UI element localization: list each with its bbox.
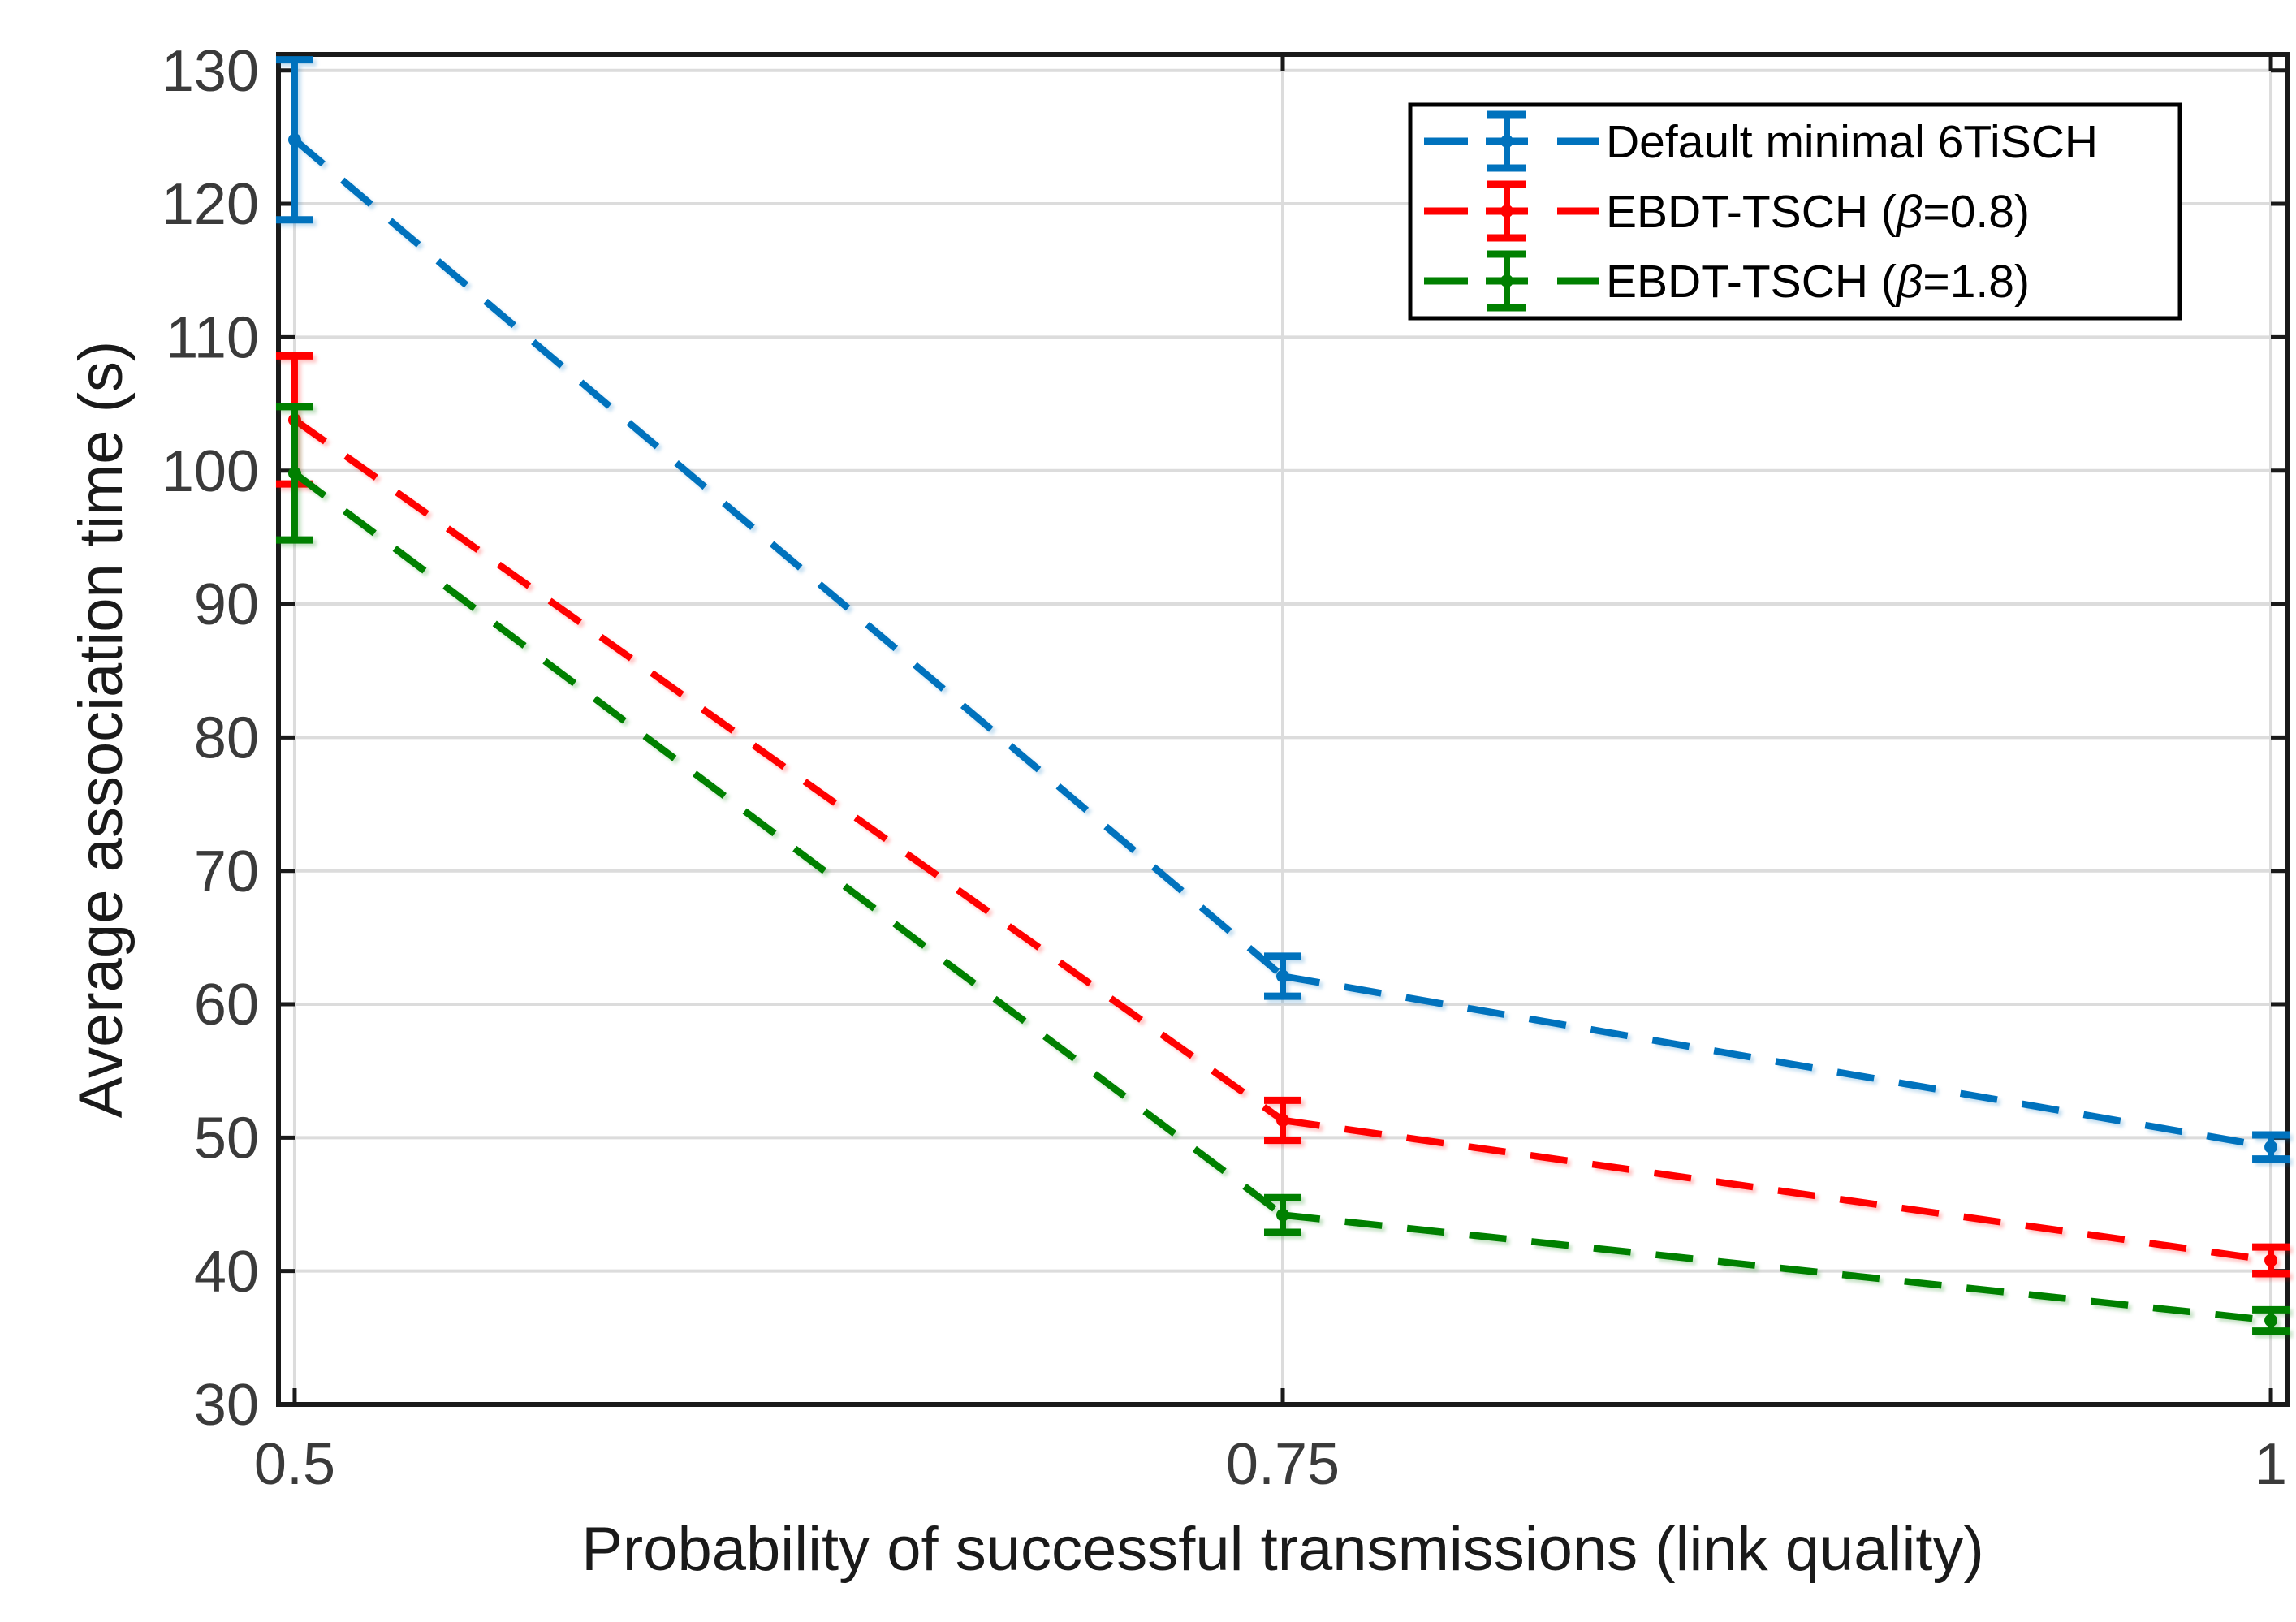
series-line-segment	[1282, 973, 2272, 1151]
y-tick-label-50: 50	[194, 1106, 259, 1171]
legend-marker	[1500, 274, 1513, 287]
data-point-marker	[287, 466, 301, 480]
data-point-marker	[1276, 969, 1289, 983]
y-tick-label-70: 70	[194, 839, 259, 904]
y-tick-label-80: 80	[194, 706, 259, 771]
legend-item-default-minimal-6tisch: Default minimal 6TiSCH	[1424, 110, 2098, 172]
x-axis-label: Probability of successful transmissions …	[581, 1515, 1984, 1584]
y-tick-label-120: 120	[162, 172, 259, 237]
data-point-marker	[2264, 1140, 2278, 1154]
y-tick-label-90: 90	[194, 572, 259, 637]
data-point-marker	[2264, 1314, 2278, 1327]
legend-label: EBDT-TSCH (β=0.8)	[1606, 186, 2030, 238]
y-tick-label-60: 60	[194, 973, 259, 1037]
errorbar-chart: 30 40 50 60 70 80 90 100 110 120 130 0.5 0.75 1 Probab…	[32, 13, 2296, 1609]
y-tick-label-130: 130	[162, 39, 259, 104]
data-point-marker	[287, 133, 301, 147]
y-axis-label: Average association time (s)	[67, 341, 136, 1118]
legend-item-ebdt-tsch-1-8: EBDT-TSCH (β=1.8)	[1424, 250, 2030, 312]
figure: 30 40 50 60 70 80 90 100 110 120 130 0.5 0.75 1 Probab…	[32, 13, 2296, 1609]
legend: Default minimal 6TiSCH EBDT-TSCH (β=0.8) E…	[1408, 102, 2182, 321]
legend-box	[1408, 102, 2182, 321]
y-tick-label-40: 40	[194, 1240, 259, 1305]
legend-marker	[1500, 135, 1513, 148]
ticks: 30 40 50 60 70 80 90 100 110 120 130 0.5 0.75 1	[162, 39, 2287, 1497]
series-line-segment	[292, 416, 1285, 1124]
x-tick-label-0.5: 0.5	[254, 1432, 335, 1497]
series-default-minimal-6tisch	[275, 56, 2290, 1163]
series-line-segment	[1282, 1116, 2272, 1264]
x-tick-label-1: 1	[2255, 1432, 2287, 1497]
data-point-marker	[1276, 1113, 1289, 1127]
series-line-segment	[292, 136, 1285, 979]
x-tick-label-0.75: 0.75	[1226, 1432, 1340, 1497]
legend-item-ebdt-tsch-0-8: EBDT-TSCH (β=0.8)	[1424, 180, 2030, 242]
gridlines	[278, 54, 2287, 1404]
y-tick-label-30: 30	[194, 1373, 259, 1438]
legend-label: Default minimal 6TiSCH	[1606, 116, 2098, 168]
series-ebdt-tsch-1-8	[275, 403, 2290, 1335]
data-point-marker	[1276, 1208, 1289, 1222]
legend-label: EBDT-TSCH (β=1.8)	[1606, 256, 2030, 308]
legend-marker	[1500, 205, 1513, 218]
y-tick-label-100: 100	[162, 439, 259, 504]
y-tick-label-110: 110	[166, 306, 259, 371]
series-line-segment	[292, 470, 1285, 1219]
series-line-segment	[1282, 1211, 2272, 1324]
data-point-marker	[2264, 1253, 2278, 1267]
